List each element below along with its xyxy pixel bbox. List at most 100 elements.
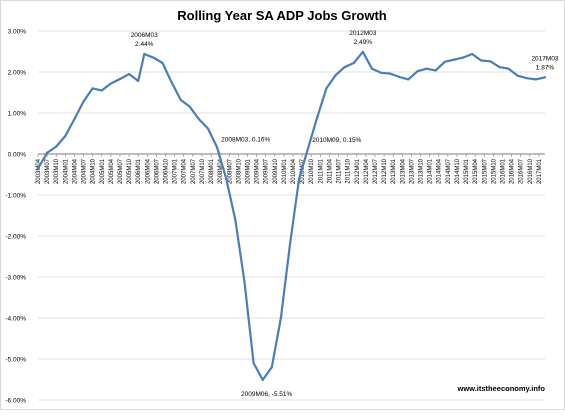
x-tick-label: 2016M04 bbox=[510, 158, 516, 184]
data-point bbox=[55, 145, 58, 148]
y-tick-label: -1.00% bbox=[5, 193, 26, 200]
data-point bbox=[109, 82, 112, 85]
data-point bbox=[127, 72, 131, 76]
x-tick-label: 2014M10 bbox=[455, 158, 461, 184]
y-tick-label: -6.00% bbox=[5, 398, 26, 405]
x-tick-label: 2014M07 bbox=[446, 158, 452, 184]
x-tick-label: 2015M07 bbox=[482, 158, 488, 184]
data-point bbox=[279, 316, 282, 320]
data-point bbox=[471, 52, 474, 56]
x-tick-label: 2013M04 bbox=[400, 158, 406, 184]
x-axis: 2003M04 2003M07 2003M10 2004M01 2004M04 2004M… bbox=[36, 153, 545, 184]
x-tick-label: 2006M04 bbox=[145, 158, 151, 184]
data-point bbox=[370, 67, 374, 70]
data-label: 2017M03 bbox=[531, 55, 558, 62]
x-tick-label: 2011M07 bbox=[337, 158, 343, 183]
x-tick-label: 2003M10 bbox=[54, 158, 60, 184]
data-point bbox=[334, 74, 337, 77]
data-point bbox=[489, 60, 492, 63]
x-tick-label: 2016M01 bbox=[500, 158, 506, 184]
x-tick-label: 2010M04 bbox=[291, 158, 297, 184]
data-point bbox=[534, 78, 537, 81]
data-point bbox=[261, 378, 264, 382]
x-tick-label: 2015M04 bbox=[473, 158, 479, 184]
data-point bbox=[525, 77, 528, 80]
data-point bbox=[73, 118, 76, 121]
x-tick-label: 2007M10 bbox=[200, 158, 206, 184]
data-point bbox=[343, 65, 346, 69]
data-point bbox=[206, 127, 210, 130]
x-tick-label: 2008M01 bbox=[209, 158, 215, 184]
data-point bbox=[64, 134, 67, 138]
y-tick-label: 2.00% bbox=[8, 70, 27, 77]
x-tick-label: 2007M01 bbox=[173, 158, 179, 184]
data-point bbox=[434, 69, 437, 72]
x-tick-label: 2014M01 bbox=[428, 158, 434, 184]
chart-title: Rolling Year SA ADP Jobs Growth bbox=[177, 8, 387, 23]
data-label: 2012M03 bbox=[349, 30, 376, 37]
x-tick-label: 2012M04 bbox=[364, 158, 370, 184]
data-point bbox=[188, 105, 191, 108]
x-tick-label: 2005M04 bbox=[109, 158, 115, 184]
x-tick-label: 2015M01 bbox=[464, 158, 470, 184]
x-tick-label: 2009M01 bbox=[245, 158, 251, 184]
data-point bbox=[252, 362, 255, 365]
x-tick-label: 2010M01 bbox=[282, 158, 288, 184]
x-tick-label: 2004M01 bbox=[63, 158, 69, 184]
data-label: 2010M09, 0.15% bbox=[312, 137, 361, 144]
data-point bbox=[516, 74, 519, 77]
x-tick-label: 2009M10 bbox=[273, 158, 279, 184]
x-tick-label: 2003M04 bbox=[36, 158, 42, 184]
data-point bbox=[143, 52, 146, 56]
data-point bbox=[389, 72, 392, 75]
data-point bbox=[197, 118, 201, 121]
x-tick-label: 2010M07 bbox=[300, 158, 306, 184]
data-point bbox=[425, 67, 428, 70]
data-point bbox=[225, 177, 228, 180]
data-point bbox=[82, 100, 85, 103]
data-point bbox=[416, 70, 419, 73]
data-label: 2.49% bbox=[354, 39, 373, 46]
data-label: 1.87% bbox=[536, 64, 555, 71]
data-label: 2006M03 bbox=[131, 32, 158, 39]
x-tick-label: 2009M04 bbox=[255, 158, 261, 184]
x-tick-label: 2011M04 bbox=[327, 158, 333, 183]
data-point bbox=[316, 116, 319, 119]
data-point bbox=[379, 71, 383, 74]
data-point bbox=[443, 60, 446, 63]
x-tick-label: 2006M07 bbox=[154, 158, 160, 184]
data-point bbox=[407, 78, 410, 81]
x-tick-label: 2006M01 bbox=[136, 158, 142, 184]
x-tick-label: 2004M07 bbox=[82, 158, 88, 184]
data-point bbox=[507, 67, 510, 70]
x-tick-label: 2012M07 bbox=[373, 158, 379, 184]
y-tick-label: 1.00% bbox=[8, 111, 27, 118]
data-point bbox=[234, 218, 237, 221]
data-point bbox=[270, 366, 273, 369]
series-layer bbox=[36, 50, 547, 382]
data-point bbox=[216, 146, 219, 149]
data-point bbox=[152, 56, 155, 59]
data-point bbox=[170, 81, 173, 84]
data-point bbox=[452, 58, 456, 61]
data-point bbox=[118, 77, 122, 81]
x-tick-label: 2008M10 bbox=[236, 158, 242, 184]
data-point bbox=[36, 167, 40, 170]
x-tick-label: 2009M07 bbox=[264, 158, 270, 184]
x-tick-label: 2015M10 bbox=[491, 158, 497, 184]
data-point bbox=[297, 177, 301, 180]
data-point bbox=[361, 50, 364, 54]
x-tick-label: 2005M07 bbox=[118, 158, 124, 184]
y-tick-label: -2.00% bbox=[5, 234, 26, 241]
y-tick-label: 0.00% bbox=[8, 152, 27, 159]
data-point bbox=[288, 243, 292, 246]
x-tick-label: 2007M04 bbox=[182, 158, 188, 184]
y-tick-label: -4.00% bbox=[5, 316, 26, 323]
x-tick-label: 2012M01 bbox=[355, 158, 361, 184]
x-tick-label: 2004M04 bbox=[72, 158, 78, 184]
x-tick-label: 2011M10 bbox=[346, 158, 352, 183]
x-tick-label: 2011M01 bbox=[318, 158, 324, 183]
data-point bbox=[480, 59, 483, 62]
